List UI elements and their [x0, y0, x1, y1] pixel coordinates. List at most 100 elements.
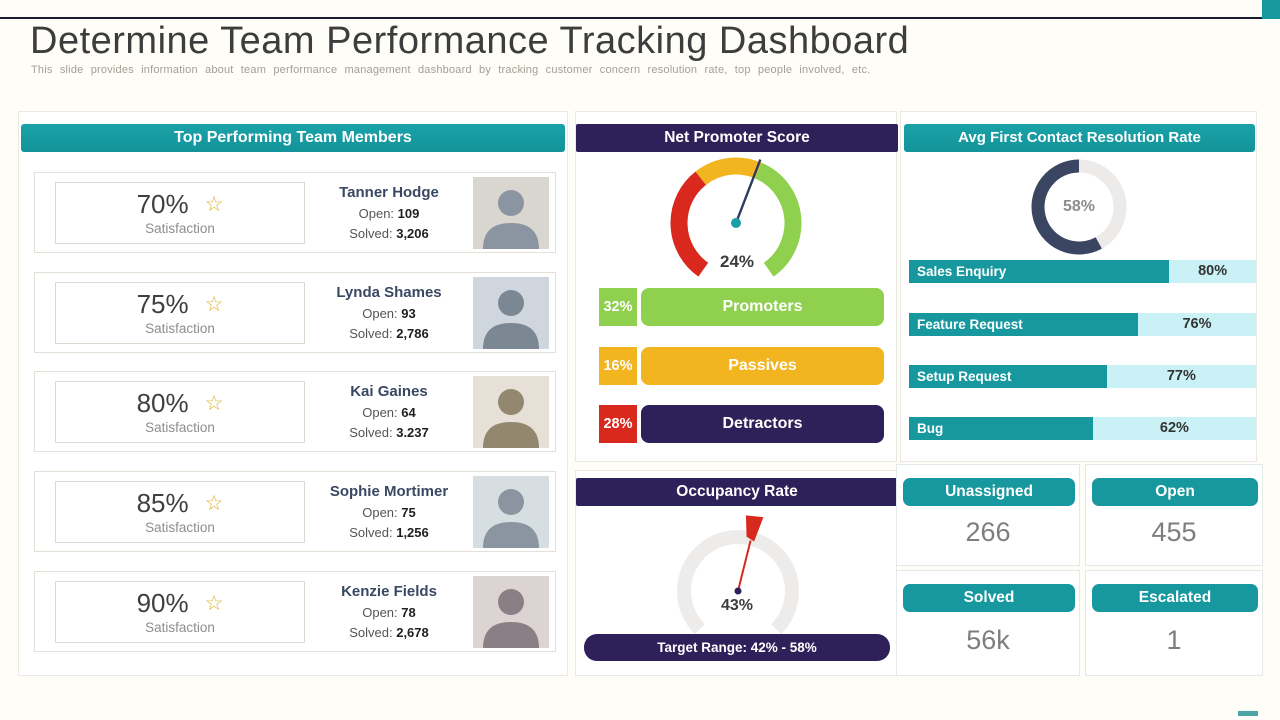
satisfaction-percent: 70%	[136, 189, 189, 219]
nps-percent-badge: 28%	[599, 405, 637, 443]
member-photo	[473, 375, 549, 448]
open-label: Open:	[362, 604, 398, 620]
star-icon: ☆	[204, 392, 224, 415]
top-divider-line	[0, 17, 1262, 19]
satisfaction-percent: 75%	[136, 289, 189, 319]
kpi-value: 455	[1151, 517, 1197, 547]
satisfaction-box: 80% ☆ Satisfaction	[55, 380, 305, 443]
member-open-stat: Open: 93	[305, 304, 473, 324]
team-member-card: 80% ☆ Satisfaction Kai Gaines Open: 64 S…	[34, 371, 556, 452]
page-subtitle: This slide provides information about te…	[31, 64, 871, 76]
member-photo	[473, 176, 549, 249]
member-name: Tanner Hodge	[339, 183, 439, 201]
corner-accent-square	[1262, 0, 1280, 19]
resolution-bar-fill: Setup Request	[909, 365, 1107, 388]
kpi-label-pill: Unassigned	[903, 478, 1075, 506]
nps-gauge-chart	[670, 157, 802, 277]
solved-label: Solved:	[349, 525, 393, 541]
nps-row-promoters: 32% Promoters	[599, 288, 884, 326]
satisfaction-label: Satisfaction	[145, 321, 215, 336]
star-icon: ☆	[204, 492, 224, 515]
solved-value: 2,786	[396, 326, 429, 342]
solved-value: 1,256	[396, 525, 429, 541]
team-members-panel: Top Performing Team Members 70% ☆ Satisf…	[18, 111, 568, 676]
occupancy-panel: Occupancy Rate 43% Target Range: 42% - 5…	[575, 470, 898, 676]
nps-gauge-value: 24%	[719, 252, 755, 271]
nps-category-bar: Detractors	[641, 405, 884, 443]
member-name: Lynda Shames	[336, 283, 442, 301]
satisfaction-box: 90% ☆ Satisfaction	[55, 580, 305, 643]
occupancy-panel-header: Occupancy Rate	[576, 478, 898, 506]
kpi-card-escalated: Escalated 1	[1085, 570, 1263, 676]
member-solved-stat: Solved: 3,206	[305, 224, 473, 244]
member-name: Sophie Mortimer	[329, 482, 449, 500]
satisfaction-label: Satisfaction	[145, 620, 215, 635]
member-solved-stat: Solved: 3.237	[305, 423, 473, 443]
solved-value: 3.237	[396, 425, 429, 441]
nps-panel-header: Net Promoter Score	[576, 124, 898, 152]
satisfaction-percent: 90%	[136, 588, 189, 618]
satisfaction-box: 85% ☆ Satisfaction	[55, 480, 305, 543]
kpi-value: 1	[1166, 625, 1182, 655]
solved-label: Solved:	[349, 326, 393, 342]
star-icon: ☆	[204, 193, 224, 216]
kpi-label-pill: Open	[1092, 478, 1258, 506]
resolution-bar-fill: Feature Request	[909, 313, 1139, 336]
team-member-card: 70% ☆ Satisfaction Tanner Hodge Open: 10…	[34, 172, 556, 253]
resolution-panel-header: Avg First Contact Resolution Rate	[904, 124, 1255, 152]
open-label: Open:	[358, 205, 395, 221]
member-name: Kenzie Fields	[341, 582, 437, 600]
member-solved-stat: Solved: 2,786	[305, 324, 473, 344]
resolution-panel: Avg First Contact Resolution Rate 58% Sa…	[900, 111, 1257, 462]
open-value: 75	[401, 504, 416, 520]
nps-percent-badge: 32%	[599, 288, 637, 326]
member-solved-stat: Solved: 1,256	[305, 523, 473, 543]
open-value: 93	[401, 305, 416, 321]
star-icon: ☆	[204, 592, 224, 615]
member-photo	[473, 276, 549, 349]
occupancy-gauge-chart	[677, 515, 799, 635]
member-photo	[473, 475, 549, 548]
team-panel-header: Top Performing Team Members	[21, 124, 565, 152]
satisfaction-label: Satisfaction	[145, 520, 215, 535]
resolution-bar-fill: Bug	[909, 417, 1093, 440]
team-member-card: 90% ☆ Satisfaction Kenzie Fields Open: 7…	[34, 571, 556, 652]
member-open-stat: Open: 75	[305, 503, 473, 523]
open-label: Open:	[362, 404, 398, 420]
kpi-card-open: Open 455	[1085, 464, 1263, 566]
team-member-card: 75% ☆ Satisfaction Lynda Shames Open: 93…	[34, 272, 556, 353]
solved-value: 2,678	[396, 625, 429, 641]
team-member-card: 85% ☆ Satisfaction Sophie Mortimer Open:…	[34, 471, 556, 552]
member-open-stat: Open: 109	[305, 204, 473, 224]
kpi-card-solved: Solved 56k	[896, 570, 1080, 676]
resolution-bar-fill: Sales Enquiry	[909, 260, 1170, 283]
nps-panel: Net Promoter Score 24% 32% Promoters 16%…	[575, 111, 898, 462]
occupancy-gauge-value: 43%	[720, 597, 754, 614]
satisfaction-percent: 85%	[136, 488, 189, 518]
member-name: Kai Gaines	[350, 382, 428, 400]
satisfaction-label: Satisfaction	[145, 420, 215, 435]
kpi-card-unassigned: Unassigned 266	[896, 464, 1080, 566]
nps-row-detractors: 28% Detractors	[599, 405, 884, 443]
member-open-stat: Open: 64	[305, 403, 473, 423]
satisfaction-percent: 80%	[136, 388, 189, 418]
resolution-bar-value: 77%	[1166, 368, 1196, 384]
open-value: 109	[397, 205, 420, 221]
kpi-value: 266	[965, 517, 1011, 547]
member-solved-stat: Solved: 2,678	[305, 623, 473, 643]
solved-label: Solved:	[349, 625, 393, 641]
nps-row-passives: 16% Passives	[599, 347, 884, 385]
occupancy-target-pill: Target Range: 42% - 58%	[584, 634, 890, 661]
resolution-bar-feature-request: Feature Request 76%	[909, 313, 1256, 336]
page-title: Determine Team Performance Tracking Dash…	[30, 20, 910, 62]
resolution-donut-chart	[1031, 159, 1127, 255]
satisfaction-box: 70% ☆ Satisfaction	[55, 181, 305, 244]
resolution-bar-value: 80%	[1198, 263, 1228, 279]
member-photo	[473, 575, 549, 648]
satisfaction-box: 75% ☆ Satisfaction	[55, 281, 305, 344]
kpi-label-pill: Solved	[903, 584, 1075, 612]
member-open-stat: Open: 78	[305, 603, 473, 623]
solved-label: Solved:	[349, 425, 393, 441]
star-icon: ☆	[204, 293, 224, 316]
